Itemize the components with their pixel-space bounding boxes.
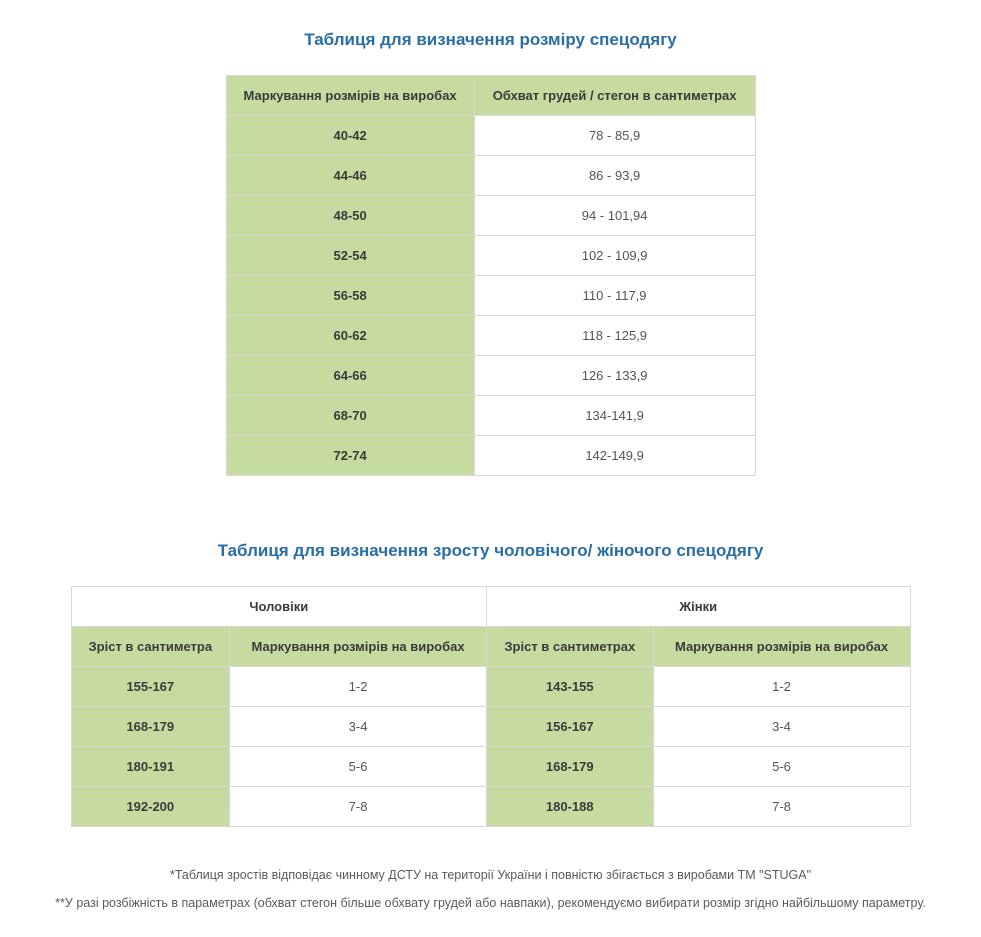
size-table: Маркування розмірів на виробах Обхват гр… bbox=[226, 75, 756, 476]
height-table-title: Таблиця для визначення зросту чоловічого… bbox=[10, 541, 971, 561]
size-cell: 40-42 bbox=[226, 116, 474, 156]
men-height-cell: 155-167 bbox=[71, 667, 230, 707]
value-cell: 134-141,9 bbox=[474, 396, 755, 436]
size-cell: 68-70 bbox=[226, 396, 474, 436]
table-row: 68-70134-141,9 bbox=[226, 396, 755, 436]
sub-header-men-height: Зріст в сантиметра bbox=[71, 627, 230, 667]
value-cell: 110 - 117,9 bbox=[474, 276, 755, 316]
size-cell: 60-62 bbox=[226, 316, 474, 356]
group-header-women: Жінки bbox=[487, 587, 910, 627]
men-mark-cell: 1-2 bbox=[230, 667, 487, 707]
table-row: 60-62118 - 125,9 bbox=[226, 316, 755, 356]
table-row: 48-5094 - 101,94 bbox=[226, 196, 755, 236]
size-cell: 44-46 bbox=[226, 156, 474, 196]
size-cell: 52-54 bbox=[226, 236, 474, 276]
women-mark-cell: 5-6 bbox=[653, 747, 910, 787]
col-header-measure: Обхват грудей / стегон в сантиметрах bbox=[474, 76, 755, 116]
size-cell: 72-74 bbox=[226, 436, 474, 476]
value-cell: 94 - 101,94 bbox=[474, 196, 755, 236]
men-mark-cell: 3-4 bbox=[230, 707, 487, 747]
size-cell: 64-66 bbox=[226, 356, 474, 396]
women-mark-cell: 1-2 bbox=[653, 667, 910, 707]
footnotes: *Таблиця зростів відповідає чинному ДСТУ… bbox=[10, 862, 971, 917]
size-cell: 48-50 bbox=[226, 196, 474, 236]
sub-header-women-height: Зріст в сантиметрах bbox=[487, 627, 654, 667]
men-mark-cell: 5-6 bbox=[230, 747, 487, 787]
table-row: 180-191 5-6 168-179 5-6 bbox=[71, 747, 910, 787]
women-height-cell: 180-188 bbox=[487, 787, 654, 827]
value-cell: 142-149,9 bbox=[474, 436, 755, 476]
women-height-cell: 143-155 bbox=[487, 667, 654, 707]
women-mark-cell: 7-8 bbox=[653, 787, 910, 827]
group-header-men: Чоловіки bbox=[71, 587, 487, 627]
table-row: 52-54102 - 109,9 bbox=[226, 236, 755, 276]
sub-header-men-marking: Маркування розмірів на виробах bbox=[230, 627, 487, 667]
size-cell: 56-58 bbox=[226, 276, 474, 316]
table-row: 72-74142-149,9 bbox=[226, 436, 755, 476]
value-cell: 118 - 125,9 bbox=[474, 316, 755, 356]
men-height-cell: 180-191 bbox=[71, 747, 230, 787]
men-mark-cell: 7-8 bbox=[230, 787, 487, 827]
men-height-cell: 192-200 bbox=[71, 787, 230, 827]
table-row: 155-167 1-2 143-155 1-2 bbox=[71, 667, 910, 707]
value-cell: 78 - 85,9 bbox=[474, 116, 755, 156]
table-row: 40-4278 - 85,9 bbox=[226, 116, 755, 156]
table-row: 168-179 3-4 156-167 3-4 bbox=[71, 707, 910, 747]
table-row: 192-200 7-8 180-188 7-8 bbox=[71, 787, 910, 827]
women-mark-cell: 3-4 bbox=[653, 707, 910, 747]
height-table: Чоловіки Жінки Зріст в сантиметра Маркув… bbox=[71, 586, 911, 827]
col-header-marking: Маркування розмірів на виробах bbox=[226, 76, 474, 116]
women-height-cell: 156-167 bbox=[487, 707, 654, 747]
women-height-cell: 168-179 bbox=[487, 747, 654, 787]
footnote-1: *Таблиця зростів відповідає чинному ДСТУ… bbox=[10, 862, 971, 890]
sub-header-women-marking: Маркування розмірів на виробах bbox=[653, 627, 910, 667]
table-row: 44-4686 - 93,9 bbox=[226, 156, 755, 196]
value-cell: 102 - 109,9 bbox=[474, 236, 755, 276]
footnote-2: **У разі розбіжність в параметрах (обхва… bbox=[10, 890, 971, 918]
table-row: 56-58110 - 117,9 bbox=[226, 276, 755, 316]
table-row: 64-66126 - 133,9 bbox=[226, 356, 755, 396]
value-cell: 86 - 93,9 bbox=[474, 156, 755, 196]
value-cell: 126 - 133,9 bbox=[474, 356, 755, 396]
men-height-cell: 168-179 bbox=[71, 707, 230, 747]
size-table-title: Таблиця для визначення розміру спецодягу bbox=[10, 30, 971, 50]
